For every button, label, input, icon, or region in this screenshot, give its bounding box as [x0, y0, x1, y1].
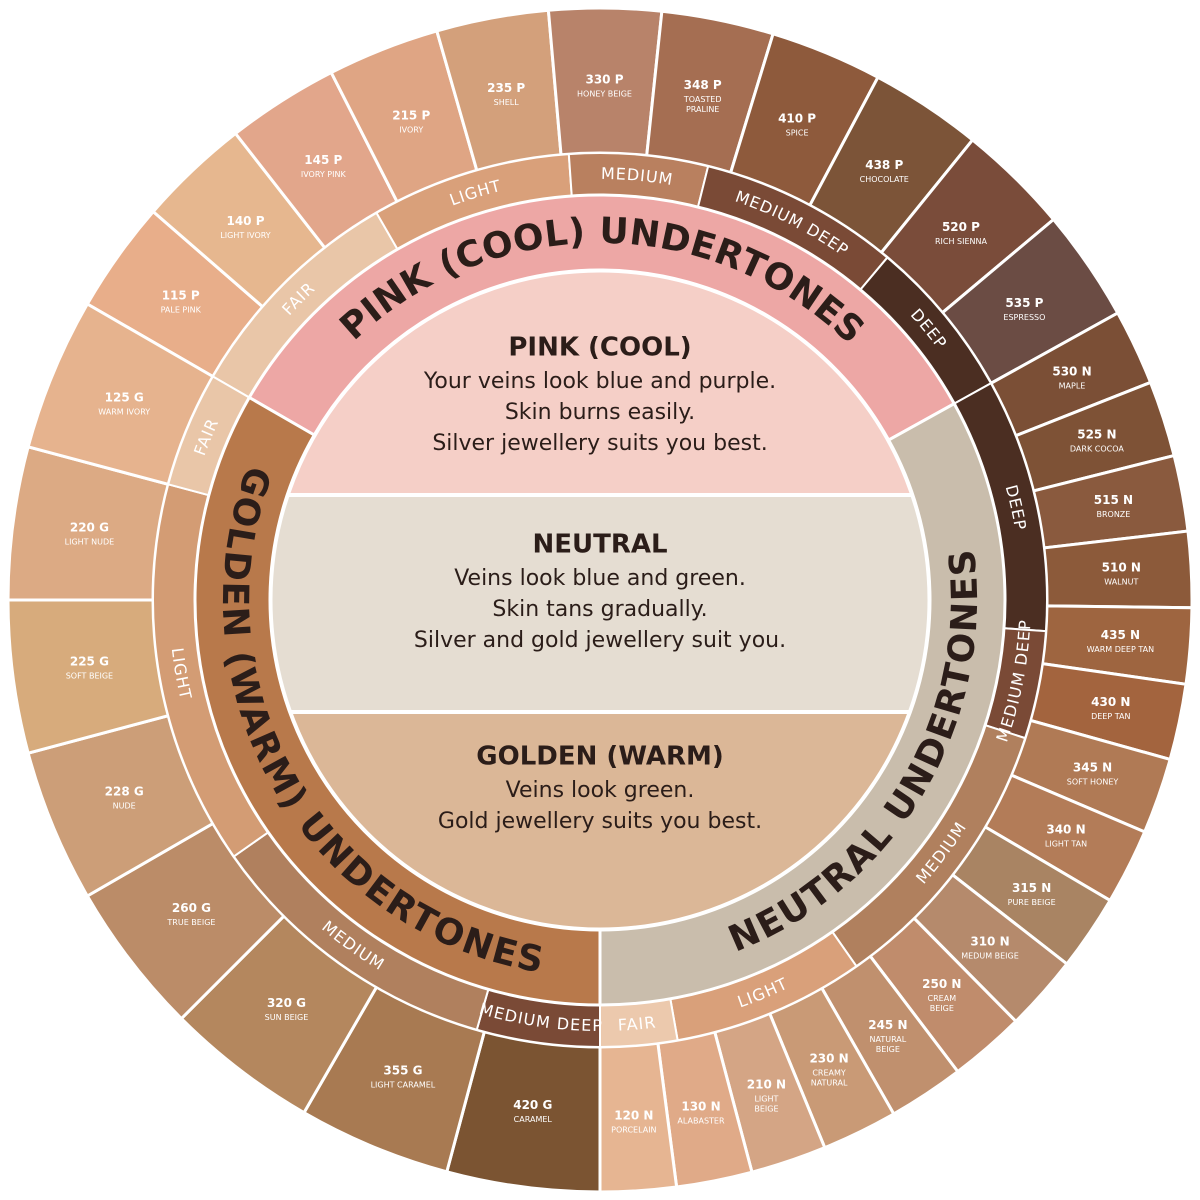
- shade-name: LIGHT IVORY: [220, 231, 270, 240]
- shade-code: 130 N: [681, 1100, 720, 1114]
- shade-name: CARAMEL: [514, 1115, 553, 1124]
- shade-name: CREAM: [928, 994, 957, 1003]
- section-text: Skin tans gradually.: [492, 597, 707, 622]
- shade-code: 510 N: [1102, 560, 1141, 574]
- shade-code: 120 N: [614, 1108, 653, 1122]
- shade-name: NATURAL: [869, 1035, 906, 1044]
- shade-name: WARM IVORY: [98, 407, 150, 416]
- shade-name: SUN BEIGE: [265, 1013, 309, 1022]
- shade-name: BEIGE: [754, 1104, 778, 1113]
- shade-name: TOASTED: [683, 95, 722, 104]
- shade-code: 220 G: [70, 520, 109, 534]
- shade-name: LIGHT: [754, 1094, 778, 1103]
- shade-code: 115 P: [162, 288, 200, 302]
- section-text: Skin burns easily.: [505, 400, 695, 425]
- shade-name: ALABASTER: [677, 1117, 725, 1126]
- shade-name: PURE BEIGE: [1008, 898, 1056, 907]
- shade-code: 520 P: [942, 220, 980, 234]
- shade-name: PORCELAIN: [611, 1125, 656, 1134]
- shade-name: NUDE: [113, 802, 136, 811]
- shade-code: 420 G: [513, 1098, 552, 1112]
- shade-code: 250 N: [922, 977, 961, 991]
- shade-code: 345 N: [1073, 760, 1112, 774]
- shade-name: IVORY: [399, 125, 423, 134]
- shade-name: IVORY PINK: [301, 170, 347, 179]
- shade-name: RICH SIENNA: [935, 237, 988, 246]
- shade-code: 145 P: [304, 153, 342, 167]
- shade-code: 228 G: [105, 785, 144, 799]
- shade-name: CREAMY: [812, 1069, 846, 1078]
- shade-name: PALE PINK: [161, 305, 202, 314]
- shade-code: 330 P: [585, 73, 623, 87]
- shade-name: NATURAL: [811, 1079, 848, 1088]
- section-text: Veins look green.: [506, 778, 695, 803]
- shade-name: CHOCOLATE: [860, 175, 909, 184]
- shade-code: 430 N: [1091, 695, 1130, 709]
- shade-code: 410 P: [778, 112, 816, 126]
- shade-name: MAPLE: [1059, 382, 1086, 391]
- neutral-panel: [272, 495, 928, 712]
- shade-code: 355 G: [383, 1063, 422, 1077]
- shade-code: 215 P: [392, 108, 430, 122]
- shade-code: 245 N: [868, 1018, 907, 1032]
- disc-border: [269, 269, 931, 931]
- shade-name: HONEY BEIGE: [577, 90, 632, 99]
- shade-code: 530 N: [1052, 365, 1091, 379]
- section-text: Gold jewellery suits you best.: [438, 809, 762, 834]
- section-text: Silver jewellery suits you best.: [432, 431, 767, 456]
- shade-code: 315 N: [1012, 881, 1051, 895]
- shade-name: LIGHT TAN: [1045, 840, 1087, 849]
- section-heading: GOLDEN (WARM): [476, 742, 723, 772]
- shade-name: DEEP TAN: [1091, 712, 1130, 721]
- shade-name: LIGHT NUDE: [65, 537, 115, 546]
- shade-code: 340 N: [1046, 823, 1085, 837]
- section-heading: PINK (COOL): [508, 333, 691, 363]
- section-text: Your veins look blue and purple.: [423, 369, 776, 394]
- shade-code: 515 N: [1094, 493, 1133, 507]
- shade-code: 230 N: [809, 1052, 848, 1066]
- shade-name: WARM DEEP TAN: [1087, 645, 1154, 654]
- shade-name: DARK COCOA: [1070, 445, 1124, 454]
- shade-code: 320 G: [267, 996, 306, 1010]
- depth-band-label: FAIR: [617, 1012, 657, 1034]
- shade-code: 260 G: [172, 901, 211, 915]
- shade-name: LIGHT CARAMEL: [371, 1080, 436, 1089]
- shade-name: SPICE: [786, 129, 809, 138]
- shade-name: SHELL: [494, 98, 520, 107]
- section-heading: NEUTRAL: [532, 530, 667, 560]
- shade-name: TRUE BEIGE: [166, 918, 215, 927]
- shade-code: 438 P: [865, 158, 903, 172]
- section-text: Veins look blue and green.: [454, 566, 746, 591]
- shade-name: BEIGE: [876, 1045, 900, 1054]
- shade-name: BRONZE: [1096, 510, 1130, 519]
- shade-name: MEDUM BEIGE: [961, 951, 1019, 960]
- shade-code: 535 P: [1005, 296, 1043, 310]
- shade-code: 210 N: [747, 1077, 786, 1091]
- shade-code: 310 N: [970, 934, 1009, 948]
- shade-code: 235 P: [487, 81, 525, 95]
- shade-name: SOFT BEIGE: [66, 672, 113, 681]
- shade-code: 225 G: [70, 655, 109, 669]
- shade-code: 140 P: [226, 214, 264, 228]
- shade-name: WALNUT: [1104, 577, 1138, 586]
- shade-name: SOFT HONEY: [1067, 777, 1119, 786]
- shade-name: PRALINE: [686, 105, 719, 114]
- shade-code: 125 G: [105, 390, 144, 404]
- shade-name: BEIGE: [930, 1004, 954, 1013]
- shade-name: ESPRESSO: [1003, 313, 1045, 322]
- shade-code: 435 N: [1101, 628, 1140, 642]
- section-text: Silver and gold jewellery suit you.: [414, 628, 786, 653]
- shade-code: 348 P: [684, 78, 722, 92]
- shade-code: 525 N: [1077, 428, 1116, 442]
